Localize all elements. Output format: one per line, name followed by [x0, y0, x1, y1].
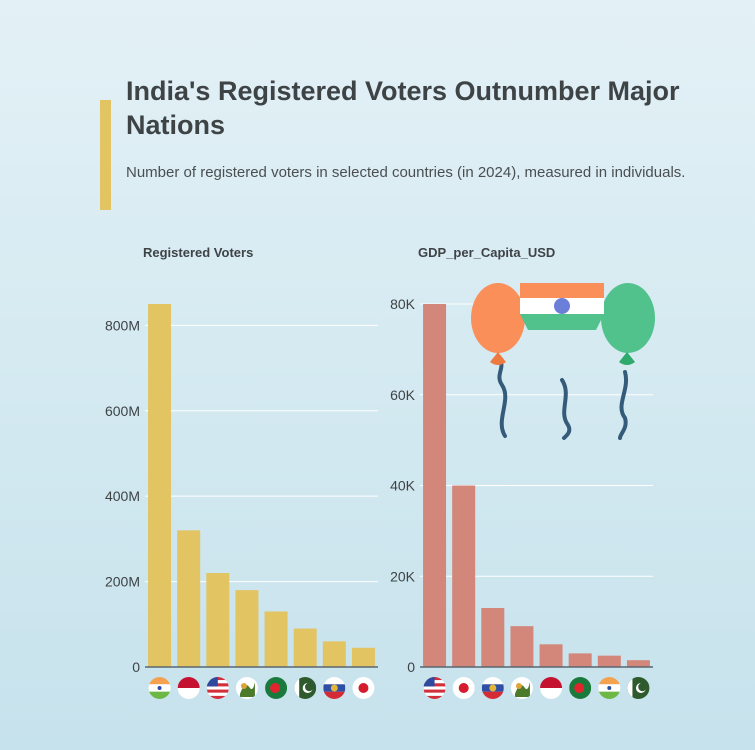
- bar-russia: [481, 608, 504, 667]
- india-flag-icon: [149, 677, 171, 699]
- bar-bangladesh: [265, 611, 288, 667]
- japan-flag-icon: [352, 677, 374, 699]
- india-flag-icon: [598, 677, 620, 699]
- bar-indonesia: [540, 644, 563, 667]
- indonesia-flag-icon: [540, 677, 562, 699]
- y-tick-label: 200M: [105, 574, 140, 590]
- usa-flag-icon: [207, 677, 229, 699]
- bar-brazil: [510, 626, 533, 667]
- usa-flag-icon: [424, 677, 446, 699]
- y-tick-label: 60K: [390, 387, 416, 403]
- bar-pakistan: [294, 629, 317, 667]
- brazil-flag-icon: [236, 677, 258, 699]
- bar-japan: [352, 648, 375, 667]
- brazil-flag-icon: [511, 677, 533, 699]
- bar-russia: [323, 641, 346, 667]
- japan-flag-icon: [453, 677, 475, 699]
- bar-bangladesh: [569, 653, 592, 667]
- russia-flag-icon: [482, 677, 504, 699]
- bar-united-states: [423, 304, 446, 667]
- y-tick-label: 40K: [390, 478, 416, 494]
- bar-japan: [452, 486, 475, 668]
- pakistan-flag-icon: [294, 677, 316, 699]
- russia-flag-icon: [323, 677, 345, 699]
- y-tick-label: 80K: [390, 296, 416, 312]
- y-tick-label: 600M: [105, 403, 140, 419]
- y-tick-label: 400M: [105, 488, 140, 504]
- bar-brazil: [235, 590, 258, 667]
- bar-indonesia: [177, 530, 200, 667]
- indonesia-flag-icon: [178, 677, 200, 699]
- bangladesh-flag-icon: [569, 677, 591, 699]
- bar-india: [148, 304, 171, 667]
- bangladesh-flag-icon: [265, 677, 287, 699]
- y-tick-label: 800M: [105, 317, 140, 333]
- bar-united-states: [206, 573, 229, 667]
- y-tick-label: 20K: [390, 568, 416, 584]
- gdp-chart: 0 20K 40K 60K 80K: [390, 296, 653, 699]
- voters-chart-title: Registered Voters: [143, 245, 253, 260]
- india-balloons-illustration: [471, 283, 655, 438]
- bar-pakistan: [627, 660, 650, 667]
- gdp-chart-title: GDP_per_Capita_USD: [418, 245, 555, 260]
- y-tick-label: 0: [132, 659, 140, 675]
- voters-chart: 0 200M 400M 600M 800M: [105, 304, 378, 699]
- pakistan-flag-icon: [627, 677, 649, 699]
- y-tick-label: 0: [407, 659, 415, 675]
- bar-india: [598, 656, 621, 667]
